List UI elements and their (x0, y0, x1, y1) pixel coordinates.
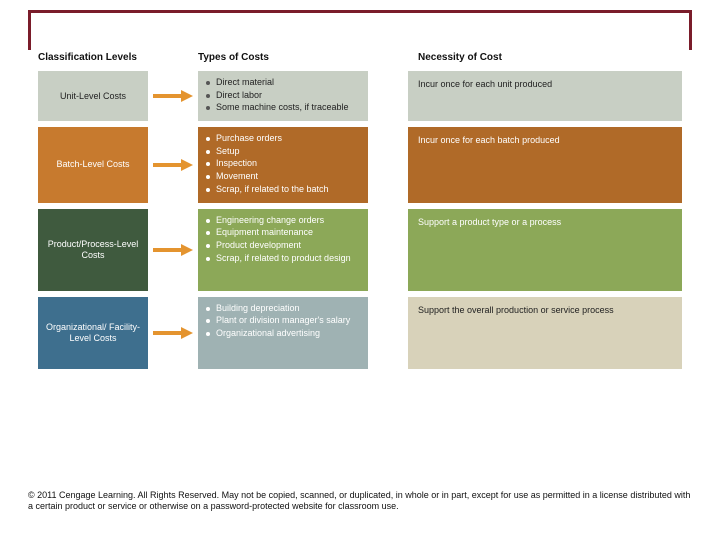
types-of-costs: Engineering change ordersEquipment maint… (198, 209, 368, 291)
classification-level: Organizational/ Facility-Level Costs (38, 297, 148, 369)
cost-type-item: Purchase orders (204, 133, 360, 145)
arrow-icon (148, 209, 198, 291)
cost-row: Batch-Level Costs Purchase ordersSetupIns… (38, 127, 682, 202)
top-frame (28, 10, 692, 50)
cost-type-item: Movement (204, 171, 360, 183)
arrow-icon (148, 71, 198, 121)
diagram-content: Classification Levels Types of Costs Nec… (38, 52, 682, 375)
copyright-text: © 2011 Cengage Learning. All Rights Rese… (28, 490, 692, 513)
cost-type-item: Some machine costs, if traceable (204, 102, 360, 114)
header-necessity: Necessity of Cost (418, 52, 678, 63)
cost-row: Unit-Level Costs Direct materialDirect la… (38, 71, 682, 121)
cost-type-item: Engineering change orders (204, 215, 360, 227)
header-classification: Classification Levels (38, 52, 198, 63)
header-types: Types of Costs (198, 52, 418, 63)
cost-type-item: Plant or division manager's salary (204, 315, 360, 327)
cost-type-item: Equipment maintenance (204, 227, 360, 239)
necessity-of-cost: Support the overall production or servic… (408, 297, 682, 369)
types-of-costs: Direct materialDirect laborSome machine … (198, 71, 368, 121)
cost-type-item: Product development (204, 240, 360, 252)
classification-level: Batch-Level Costs (38, 127, 148, 202)
necessity-of-cost: Incur once for each unit produced (408, 71, 682, 121)
cost-type-item: Direct material (204, 77, 360, 89)
classification-level: Unit-Level Costs (38, 71, 148, 121)
cost-type-item: Inspection (204, 158, 360, 170)
cost-type-item: Building depreciation (204, 303, 360, 315)
cost-row: Product/Process-Level Costs Engineering c… (38, 209, 682, 291)
rows-container: Unit-Level Costs Direct materialDirect la… (38, 71, 682, 369)
necessity-of-cost: Incur once for each batch produced (408, 127, 682, 202)
arrow-icon (148, 127, 198, 202)
cost-type-item: Organizational advertising (204, 328, 360, 340)
cost-type-item: Scrap, if related to the batch (204, 184, 360, 196)
necessity-of-cost: Support a product type or a process (408, 209, 682, 291)
cost-row: Organizational/ Facility-Level Costs Buil… (38, 297, 682, 369)
cost-type-item: Scrap, if related to product design (204, 253, 360, 265)
cost-type-item: Direct labor (204, 90, 360, 102)
arrow-icon (148, 297, 198, 369)
cost-type-item: Setup (204, 146, 360, 158)
classification-level: Product/Process-Level Costs (38, 209, 148, 291)
column-headers: Classification Levels Types of Costs Nec… (38, 52, 682, 63)
types-of-costs: Purchase ordersSetupInspectionMovementSc… (198, 127, 368, 202)
types-of-costs: Building depreciationPlant or division m… (198, 297, 368, 369)
